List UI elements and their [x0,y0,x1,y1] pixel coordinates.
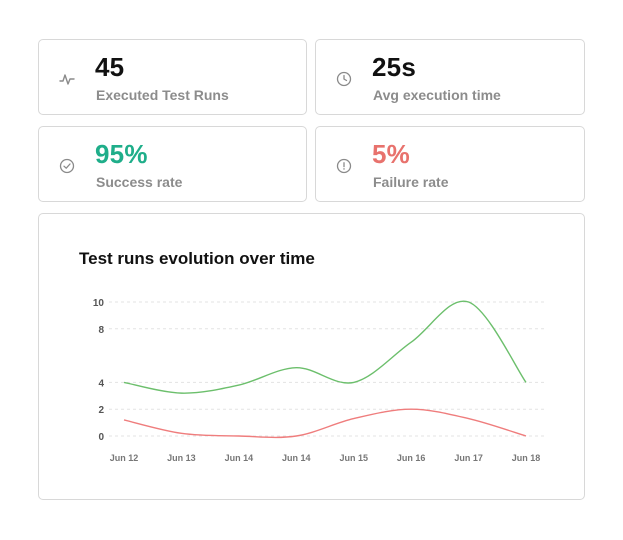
y-tick-label: 8 [98,325,104,336]
x-tick-label: Jun 17 [454,453,483,463]
check-circle-icon [59,158,75,174]
y-tick-label: 2 [98,405,104,416]
stat-value: 45 [95,52,125,82]
series-line-1 [123,300,527,394]
stat-card-executed-runs: 45 Executed Test Runs [38,39,307,115]
y-tick-label: 10 [93,298,105,309]
x-tick-label: Jun 14 [282,453,311,463]
stat-label: Success rate [96,174,183,190]
stat-card-success-rate: 95% Success rate [38,126,307,202]
y-tick-label: 0 [98,432,104,443]
chart-title: Test runs evolution over time [79,249,315,268]
y-tick-label: 4 [98,378,104,389]
stat-label: Avg execution time [373,87,501,103]
x-tick-label: Jun 16 [397,453,426,463]
x-tick-label: Jun 14 [225,453,254,463]
x-tick-label: Jun 15 [339,453,368,463]
series-line-2 [123,408,527,439]
alert-circle-icon [336,158,352,174]
activity-icon [59,74,75,85]
stat-value: 95% [95,139,148,169]
stat-value: 5% [372,139,410,169]
stat-label: Executed Test Runs [96,87,229,103]
x-tick-label: Jun 18 [512,453,541,463]
stat-card-failure-rate: 5% Failure rate [315,126,585,202]
line-chart: 0 2 4 8 10 Jun 12 Jun 13 Jun 14 Jun 14 Jun 15 Jun … [93,298,544,463]
stat-card-avg-execution-time: 25s Avg execution time [315,39,585,115]
x-tick-label: Jun 12 [110,453,139,463]
stat-value: 25s [372,52,416,82]
chart-card: Test runs evolution over time 0 2 4 8 10 Jun … [38,213,585,500]
stat-label: Failure rate [373,174,449,190]
x-tick-label: Jun 13 [167,453,196,463]
clock-icon [336,71,352,87]
